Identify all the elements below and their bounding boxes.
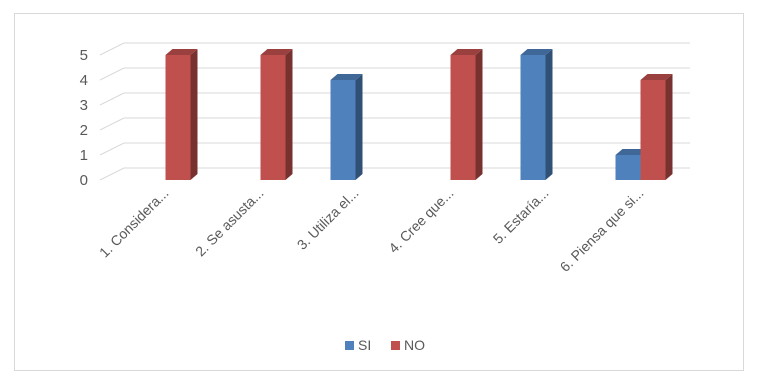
bar-top: [520, 49, 553, 55]
bar-top: [260, 49, 293, 55]
gridline: [99, 117, 125, 131]
x-category-label: 2. Se asusta...: [192, 185, 267, 260]
bar-no: [260, 49, 293, 180]
gridline: [99, 167, 125, 181]
bar-side: [665, 74, 673, 180]
y-axis-ticks: 0 1 2 3 4 5: [80, 47, 88, 189]
bar-front: [520, 55, 546, 180]
x-category-label: 4. Cree que...: [385, 185, 456, 256]
y-tick-label: 3: [80, 97, 88, 114]
bar-no: [640, 74, 673, 180]
x-category-label: 3. Utiliza el...: [294, 185, 362, 253]
bar-si: [330, 74, 363, 180]
legend-swatch-si: [345, 341, 354, 350]
gridline: [99, 42, 125, 56]
gridline: [99, 67, 125, 81]
legend-swatch-no: [391, 341, 400, 350]
bar-front: [165, 55, 191, 180]
bar-top: [165, 49, 198, 55]
y-tick-label: 0: [80, 172, 88, 189]
y-tick-label: 1: [80, 147, 88, 164]
y-tick-label: 2: [80, 122, 88, 139]
bar-side: [355, 74, 363, 180]
bar-top: [640, 74, 673, 80]
legend-label-si: SI: [358, 337, 371, 353]
x-category-label: 6. Piensa que si...: [557, 185, 647, 275]
bar-top: [450, 49, 483, 55]
bar-side: [285, 49, 293, 180]
bars: [165, 49, 673, 180]
bar-front: [260, 55, 286, 180]
bar-front: [450, 55, 476, 180]
bar-front: [330, 80, 356, 180]
bar-top: [615, 149, 648, 155]
x-category-label: 1. Considera...: [96, 185, 172, 261]
x-category-label: 5. Estaría...: [490, 185, 552, 247]
legend: SI NO: [345, 337, 425, 353]
y-tick-label: 4: [80, 72, 88, 89]
gridline: [99, 142, 125, 156]
gridline: [99, 92, 125, 106]
gridlines: [99, 42, 690, 181]
bar-front: [640, 80, 666, 180]
bar-front: [615, 155, 641, 180]
x-axis-categories: 1. Considera... 2. Se asusta... 3. Utiliza…: [96, 185, 647, 275]
y-tick-label: 5: [80, 47, 88, 64]
legend-label-no: NO: [404, 337, 425, 353]
bar-si: [520, 49, 553, 180]
bar-no: [165, 49, 198, 180]
chart-frame: [14, 13, 744, 371]
bar-side: [190, 49, 198, 180]
bar-no: [450, 49, 483, 180]
bar-top: [330, 74, 363, 80]
bar-side: [545, 49, 553, 180]
bar-side: [475, 49, 483, 180]
